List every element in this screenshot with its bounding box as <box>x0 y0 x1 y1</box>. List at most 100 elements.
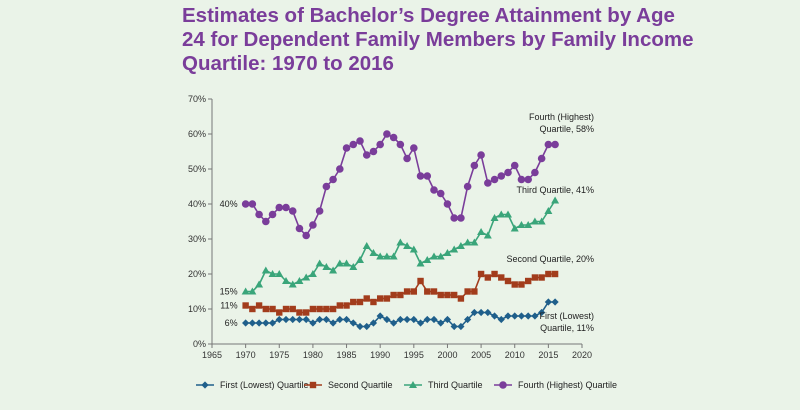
fourth-quartile-point <box>369 147 378 156</box>
fourth-quartile-point <box>315 207 324 215</box>
y-tick-label: 10% <box>188 304 206 314</box>
fourth-quartile-point <box>329 175 337 184</box>
y-tick-label: 30% <box>188 234 206 244</box>
fourth-quartile-point <box>504 168 512 177</box>
fourth-quartile-point <box>275 203 284 212</box>
third-quartile-point <box>248 287 257 295</box>
first-quartile-point <box>524 312 532 320</box>
first-quartile-point <box>295 315 304 324</box>
x-tick-label: 2020 <box>572 350 592 360</box>
x-tick-label: 2005 <box>471 350 491 360</box>
fourth-quartile-point <box>349 140 358 149</box>
fourth-quartile-point <box>248 200 257 208</box>
third-quartile-point <box>456 242 465 249</box>
third-quartile-point <box>241 287 250 295</box>
third-quartile-point <box>369 249 378 256</box>
y-tick-label: 50% <box>188 164 206 174</box>
first-end-label: First (Lowest) <box>539 311 594 321</box>
first-quartile-point <box>390 319 398 327</box>
third-quartile-point <box>524 221 533 228</box>
legend-label: Third Quartile <box>428 380 483 390</box>
third-quartile-point <box>530 217 539 225</box>
fourth-quartile-point <box>383 130 391 138</box>
second-quartile-point <box>269 305 276 313</box>
fourth-quartile-point <box>362 151 371 159</box>
fourth-quartile-point <box>470 161 479 170</box>
second-quartile-point <box>397 291 404 299</box>
x-tick-label: 1990 <box>370 350 390 360</box>
first-quartile-point <box>517 312 526 320</box>
fourth-quartile-point <box>336 165 344 173</box>
second-quartile-point <box>262 305 270 313</box>
first-quartile-point <box>329 319 337 327</box>
y-tick-label: 20% <box>188 269 206 279</box>
fourth-quartile-point <box>477 151 485 159</box>
first-quartile-point <box>464 315 472 324</box>
third-quartile-point <box>490 214 499 221</box>
third-quartile-point <box>329 266 338 274</box>
third-quartile-point <box>537 217 546 225</box>
fourth-quartile-point <box>302 231 310 240</box>
legend-marker <box>409 381 417 388</box>
fourth-end-label: Quartile, 58% <box>539 124 594 134</box>
chart-title: Estimates of Bachelor’s Degree Attainmen… <box>182 4 694 75</box>
second-quartile-point <box>356 298 364 306</box>
first-quartile-point <box>322 315 330 324</box>
fourth-quartile-point <box>537 154 546 163</box>
second-quartile-point <box>302 309 310 316</box>
first-quartile-point <box>511 312 519 320</box>
third-quartile-point <box>382 252 391 260</box>
first-quartile-point <box>282 315 290 324</box>
second-quartile-point <box>504 277 512 285</box>
first-quartile-point <box>309 319 317 327</box>
legend-label: First (Lowest) Quartile <box>220 380 309 390</box>
first-quartile-point <box>457 322 465 331</box>
fourth-quartile-point <box>436 189 445 198</box>
third-quartile-point <box>315 259 324 267</box>
first-quartile-point <box>369 319 378 327</box>
second-quartile-point <box>498 274 505 281</box>
second-quartile-point <box>491 270 498 278</box>
second-quartile-point <box>437 291 444 299</box>
third-quartile-point <box>261 266 270 274</box>
fourth-quartile-point <box>430 186 438 194</box>
second-quartile-point <box>249 305 256 313</box>
first-end-label: Quartile, 11% <box>540 323 594 333</box>
first-quartile-point <box>531 312 539 320</box>
fourth-quartile-point <box>531 168 539 177</box>
second-quartile-point <box>477 270 485 278</box>
second-quartile-point <box>383 295 391 302</box>
x-tick-label: 1980 <box>303 350 323 360</box>
fourth-quartile-point <box>309 221 317 229</box>
third-quartile-point <box>396 238 405 246</box>
fourth-quartile-point <box>423 172 432 180</box>
fourth-quartile-point <box>342 144 351 152</box>
y-tick-label: 70% <box>188 94 206 104</box>
fourth-quartile-point <box>450 214 458 222</box>
third-quartile-point <box>376 252 385 260</box>
first-quartile-point <box>255 319 263 327</box>
first-quartile-point <box>356 322 364 331</box>
third-end-label: Third Quartile, 41% <box>516 185 594 195</box>
second-quartile-point <box>424 288 431 295</box>
x-tick-label: 1970 <box>236 350 256 360</box>
fourth-quartile-point <box>457 214 465 222</box>
third-quartile-point <box>403 242 412 249</box>
fourth-quartile-point <box>517 175 526 184</box>
fourth-quartile-point <box>295 224 304 233</box>
first-quartile-point <box>302 315 310 324</box>
fourth-quartile-point <box>282 203 290 212</box>
legend-label: Fourth (Highest) Quartile <box>518 380 617 390</box>
first-quartile-point <box>497 315 505 324</box>
fourth-quartile-point <box>551 140 559 149</box>
fourth-quartile-point <box>443 200 452 208</box>
third-quartile-point <box>416 259 425 267</box>
third-quartile-point <box>463 238 472 246</box>
first-quartile-point <box>403 315 411 324</box>
fourth-quartile-point <box>322 182 331 191</box>
second-quartile-point <box>336 302 344 309</box>
fourth-quartile-point <box>484 179 492 187</box>
first-quartile-point <box>316 315 324 324</box>
third-quartile-point <box>497 210 506 218</box>
